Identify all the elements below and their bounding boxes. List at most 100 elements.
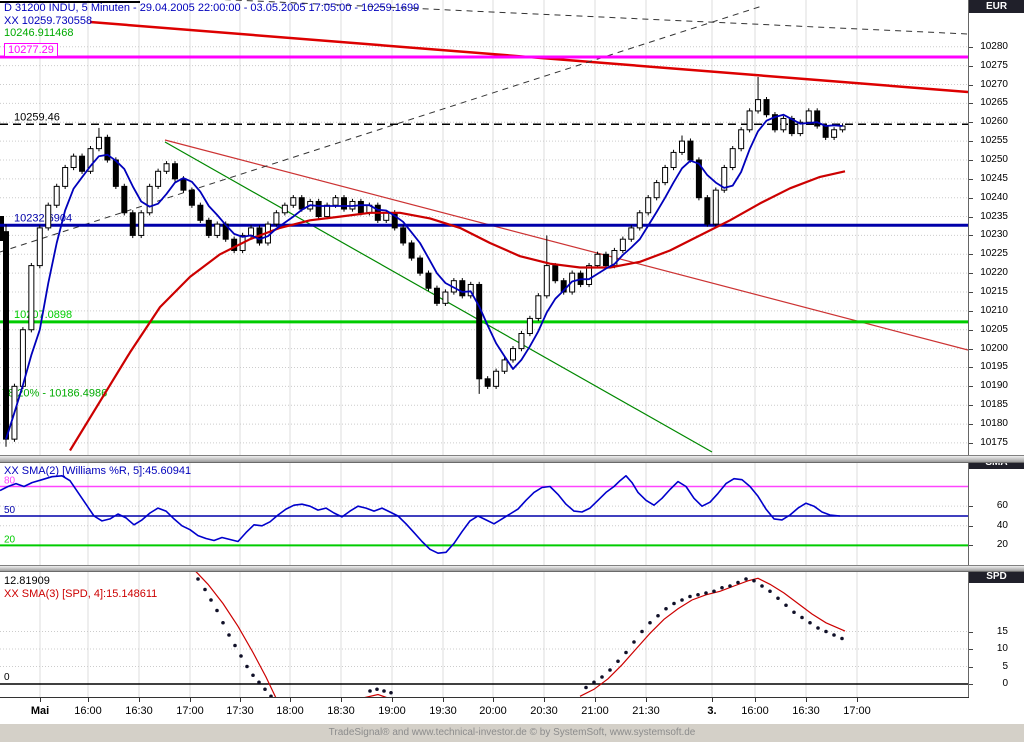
wpr-grid: 80 50 20	[0, 463, 968, 565]
axis-tick	[968, 160, 973, 161]
time-axis-tick	[544, 698, 545, 702]
price-tick-label: 10265	[980, 97, 1008, 109]
spd-sma-label: XX SMA(3) [SPD, 4]:15.148611	[4, 588, 158, 600]
time-tick-label: 16:00	[741, 705, 769, 717]
time-axis-tick	[240, 698, 241, 702]
time-axis-tick	[341, 698, 342, 702]
price-level-label: 10277.29	[4, 42, 58, 57]
price-tick-label: 10205	[980, 323, 1008, 335]
spd-axis[interactable]: 15 10 5 0	[968, 572, 1024, 698]
axis-tick	[968, 349, 973, 350]
time-tick-label: 17:00	[843, 705, 871, 717]
indicator-tick-label: 5	[1002, 660, 1008, 672]
time-axis-tick	[392, 698, 393, 702]
spd-sma-line	[195, 572, 277, 698]
price-tick-label: 10185	[980, 399, 1008, 411]
axis-tick	[968, 632, 973, 633]
axis-tick	[968, 684, 973, 685]
time-tick-label: Mai	[30, 705, 50, 717]
currency-badge: EUR	[969, 0, 1024, 13]
time-tick-label: 3.	[707, 705, 717, 717]
spd-panel-badge: SPD	[969, 570, 1024, 583]
candles-layer	[3, 76, 846, 447]
svg-text:10232.6904: 10232.6904	[14, 212, 72, 224]
svg-text:10259.46: 10259.46	[14, 111, 60, 123]
axis-tick	[968, 47, 973, 48]
price-tick-label: 10180	[980, 418, 1008, 430]
price-tick-label: 10230	[980, 229, 1008, 241]
indicator-tick-label: 40	[996, 519, 1008, 531]
time-axis[interactable]: Mai 16:00 16:30 17:00 17:30 18:00 18:30 19:00 19…	[0, 698, 968, 724]
axis-separator	[968, 0, 969, 698]
spd-grid: 0	[0, 572, 968, 698]
spd-value-label: 12.81909	[4, 575, 50, 587]
price-tick-label: 10235	[980, 210, 1008, 222]
time-tick-label: 19:00	[378, 705, 406, 717]
indicator-tick-label: 20	[996, 539, 1008, 551]
chart-title: D 31200 INDU, 5 Minuten - 29.04.2005 22:…	[4, 2, 420, 14]
price-axis[interactable]: 10280 10275 10270 10265 10260 10255 10250 10245…	[968, 0, 1024, 455]
price-tick-label: 10260	[980, 116, 1008, 128]
time-axis-tick	[755, 698, 756, 702]
secondary-indicator-value: 10246.911468	[4, 27, 74, 39]
time-tick-label: 18:00	[276, 705, 304, 717]
time-axis-tick	[493, 698, 494, 702]
spd-sma-line	[362, 693, 390, 698]
spd-indicator-chart[interactable]: 0	[0, 572, 968, 698]
axis-tick	[968, 386, 973, 387]
indicator-tick-label: 60	[996, 500, 1008, 512]
time-tick-label: 16:00	[74, 705, 102, 717]
axis-tick	[968, 424, 973, 425]
fib-level-label: 78.20% - 10186.4986	[2, 388, 107, 400]
indicator-tick-label: 10	[996, 643, 1008, 654]
time-axis-tick	[443, 698, 444, 702]
panel-divider[interactable]	[0, 455, 1024, 463]
price-tick-label: 10255	[980, 135, 1008, 147]
time-axis-tick	[40, 698, 41, 702]
axis-tick	[968, 66, 973, 67]
time-tick-label: 20:00	[479, 705, 507, 717]
time-tick-label: 19:30	[429, 705, 457, 717]
axis-tick	[968, 367, 973, 368]
axis-tick	[968, 311, 973, 312]
williams-line	[0, 475, 841, 554]
price-tick-label: 10225	[980, 248, 1008, 260]
axis-tick	[968, 667, 973, 668]
price-tick-label: 10210	[980, 304, 1008, 316]
williams-indicator-label: XX SMA(2) [Williams %R, 5]:45.60941	[4, 465, 192, 477]
price-tick-label: 10175	[980, 436, 1008, 448]
time-tick-label: 16:30	[125, 705, 153, 717]
time-tick-label: 21:00	[581, 705, 609, 717]
panel-divider[interactable]	[0, 565, 1024, 572]
axis-tick	[968, 254, 973, 255]
price-tick-label: 10190	[980, 380, 1008, 392]
time-axis-tick	[646, 698, 647, 702]
price-indicator-value: XX 10259.730558	[4, 14, 93, 27]
axis-tick	[968, 217, 973, 218]
main-grid	[0, 0, 968, 455]
indicator-tick-label: 15	[996, 625, 1008, 637]
time-tick-label: 17:30	[226, 705, 254, 717]
sma-slow-line	[69, 170, 846, 452]
axis-tick	[968, 526, 973, 527]
time-tick-label: 21:30	[632, 705, 660, 717]
axis-tick	[968, 85, 973, 86]
axis-tick	[968, 330, 973, 331]
price-tick-label: 10280	[980, 40, 1008, 52]
indicator-tick-label: 0	[1002, 678, 1008, 689]
price-tick-label: 10215	[980, 286, 1008, 297]
time-tick-label: 16:30	[792, 705, 820, 717]
williams-indicator-chart[interactable]: 80 50 20	[0, 463, 968, 565]
chart-legend: D 31200 INDU, 5 Minuten - 29.04.2005 22:…	[4, 2, 419, 58]
time-axis-tick	[712, 698, 713, 702]
williams-axis[interactable]: 60 40 20	[968, 463, 1024, 565]
svg-text:20: 20	[4, 534, 16, 545]
axis-tick	[968, 273, 973, 274]
price-tick-label: 10245	[980, 172, 1008, 184]
axis-tick	[968, 649, 973, 650]
axis-tick	[968, 292, 973, 293]
price-tick-label: 10200	[980, 342, 1008, 354]
svg-text:50: 50	[4, 505, 16, 516]
